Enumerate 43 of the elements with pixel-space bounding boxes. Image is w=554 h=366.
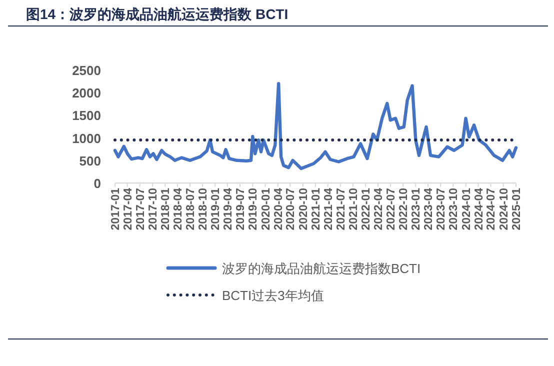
y-tick-label: 1500 [72,108,101,124]
x-tick-label: 2022-10 [398,188,410,230]
x-tick-label: 2022-01 [360,187,373,230]
x-tick-label: 2023-07 [436,188,448,230]
x-tick-label: 2021-10 [348,188,360,230]
x-tick-label: 2019-04 [222,187,235,230]
legend-label: BCTI过去3年均值 [222,288,324,303]
x-tick-label: 2024-10 [498,188,510,230]
x-tick-label: 2023-04 [423,187,436,230]
x-tick-label: 2017-07 [134,188,147,230]
x-tick-label: 2017-10 [147,188,160,230]
x-tick-label: 2018-01 [160,187,172,230]
x-tick-label: 2019-01 [210,187,222,230]
line-series [113,82,518,170]
x-tick-label: 2020-04 [272,187,285,230]
x-tick-label: 2024-07 [486,188,498,230]
x-tick-label: 2021-07 [335,188,348,230]
x-tick-label: 2022-07 [385,188,398,230]
y-tick-label: 0 [94,176,101,191]
x-tick-label: 2023-10 [448,188,460,230]
x-tick-label: 2025-01 [511,187,523,230]
legend-label: 波罗的海成品油航运运费指数BCTI [222,261,421,276]
x-tick-label: 2018-10 [198,188,210,230]
x-tick-label: 2020-07 [285,188,298,230]
x-tick-label: 2022-04 [372,187,385,230]
y-tick-label: 2000 [72,86,101,101]
x-tick-label: 2021-04 [322,187,335,230]
x-tick-label: 2019-07 [235,188,248,230]
x-tick-label: 2024-01 [460,187,473,230]
x-tick-label: 2021-01 [310,187,322,230]
x-tick-label: 2020-10 [298,188,310,230]
y-tick-label: 2500 [72,63,101,78]
x-tick-label: 2023-01 [410,187,423,230]
x-tick-label: 2024-04 [473,187,486,230]
x-tick-label: 2017-04 [122,187,134,230]
x-tick-label: 2018-07 [184,188,197,230]
x-tick-label: 2017-01 [110,187,122,230]
y-tick-label: 1000 [72,130,101,146]
x-tick-label: 2018-04 [172,187,184,230]
y-tick-label: 500 [79,153,101,168]
x-tick-label: 2020-01 [260,187,272,230]
chart-title: 图14：波罗的海成品油航运运费指数 BCTI [26,6,288,22]
x-tick-label: 2019-10 [248,188,260,230]
